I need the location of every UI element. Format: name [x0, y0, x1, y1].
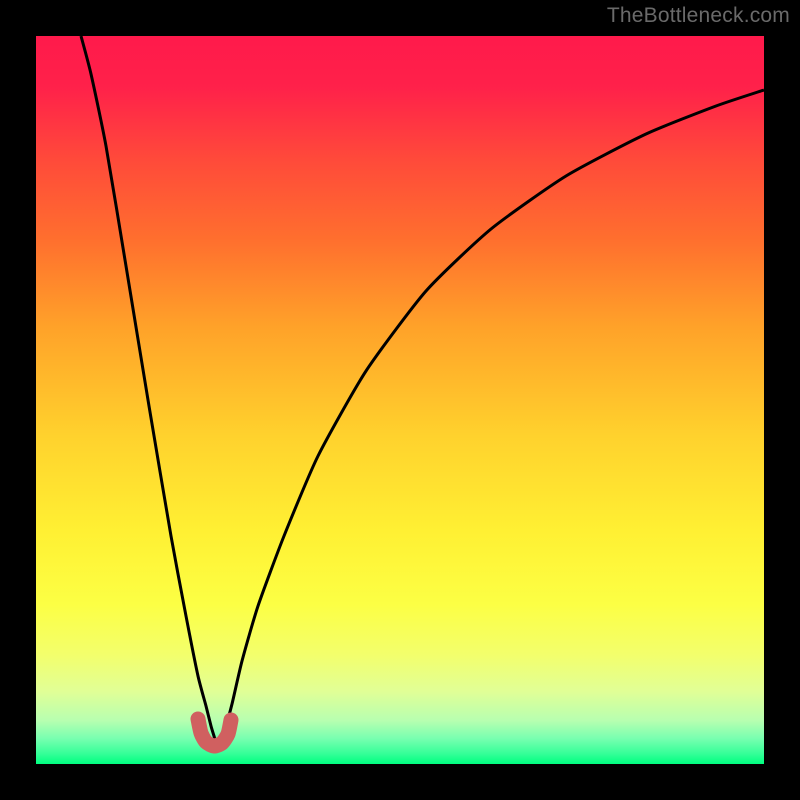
bottleneck-curve: [81, 36, 764, 743]
plot-frame: [36, 36, 764, 764]
minimum-marker: [198, 719, 231, 746]
watermark-text: TheBottleneck.com: [607, 4, 790, 28]
curve-layer: [36, 36, 764, 764]
chart-container: TheBottleneck.com: [0, 0, 800, 800]
